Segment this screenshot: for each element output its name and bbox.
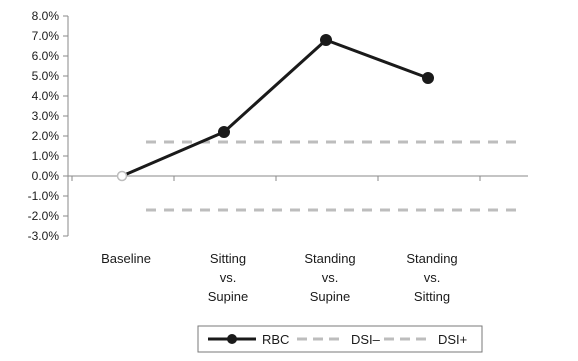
- legend-rbc-marker: [227, 334, 237, 344]
- y-tick-label: -3.0%: [28, 229, 60, 243]
- category-label: Supine: [310, 289, 350, 304]
- legend-dsi-plus-label: DSI+: [438, 332, 467, 347]
- y-tick-label: 7.0%: [32, 29, 60, 43]
- legend-rbc-label: RBC: [262, 332, 289, 347]
- y-tick-label: 4.0%: [32, 89, 60, 103]
- category-label: Sitting: [414, 289, 450, 304]
- y-tick-label: 2.0%: [32, 129, 60, 143]
- y-tick-label: -2.0%: [28, 209, 60, 223]
- category-label: vs.: [424, 270, 441, 285]
- category-label: Standing: [304, 251, 355, 266]
- category-label: Standing: [406, 251, 457, 266]
- y-tick-label: 5.0%: [32, 69, 60, 83]
- y-tick-label: -1.0%: [28, 189, 60, 203]
- x-axis: [68, 175, 528, 181]
- y-axis: 8.0% 7.0% 6.0% 5.0% 4.0% 3.0% 2.0% 1.0% 0.0% -1.0…: [28, 9, 69, 243]
- rbc-series: [116, 34, 434, 182]
- category-label: vs.: [220, 270, 237, 285]
- legend-dsi-minus-label: DSI–: [351, 332, 381, 347]
- rbc-point: [218, 126, 230, 138]
- y-tick-label: 1.0%: [32, 149, 60, 163]
- rbc-point: [320, 34, 332, 46]
- category-label: vs.: [322, 270, 339, 285]
- rbc-point: [116, 170, 128, 182]
- category-labels: Baseline Sitting vs. Supine Standing vs. Supin…: [101, 251, 458, 304]
- y-tick-label: 8.0%: [32, 9, 60, 23]
- dsi-reference-lines: [146, 140, 520, 212]
- category-label: Baseline: [101, 251, 151, 266]
- y-tick-label: 6.0%: [32, 49, 60, 63]
- y-tick-label: 0.0%: [32, 169, 60, 183]
- category-label: Sitting: [210, 251, 246, 266]
- rbc-line: [121, 38, 429, 178]
- rbc-point: [422, 72, 434, 84]
- y-tick-label: 3.0%: [32, 109, 60, 123]
- legend: RBC DSI– DSI+: [197, 325, 483, 353]
- category-label: Supine: [208, 289, 248, 304]
